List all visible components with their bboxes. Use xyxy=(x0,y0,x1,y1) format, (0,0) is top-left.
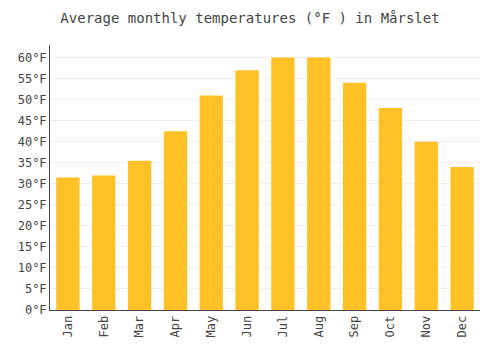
svg-text:15°F: 15°F xyxy=(18,240,47,254)
svg-text:20°F: 20°F xyxy=(18,219,47,233)
svg-text:Jan: Jan xyxy=(61,316,75,338)
svg-text:Jun: Jun xyxy=(240,316,254,338)
svg-text:25°F: 25°F xyxy=(18,198,47,212)
svg-text:50°F: 50°F xyxy=(18,93,47,107)
svg-text:May: May xyxy=(204,316,218,338)
svg-text:Nov: Nov xyxy=(419,316,433,338)
svg-text:Jul: Jul xyxy=(276,316,290,338)
svg-text:55°F: 55°F xyxy=(18,72,47,86)
svg-text:40°F: 40°F xyxy=(18,135,47,149)
svg-text:Mar: Mar xyxy=(132,316,146,338)
svg-text:Feb: Feb xyxy=(97,316,111,338)
svg-text:60°F: 60°F xyxy=(18,51,47,65)
svg-text:Apr: Apr xyxy=(168,316,182,338)
svg-text:45°F: 45°F xyxy=(18,114,47,128)
svg-text:35°F: 35°F xyxy=(18,156,47,170)
svg-text:Dec: Dec xyxy=(455,316,469,338)
svg-text:30°F: 30°F xyxy=(18,177,47,191)
svg-text:Oct: Oct xyxy=(383,316,397,338)
svg-text:Average monthly temperatures (: Average monthly temperatures (°F ) in Må… xyxy=(60,10,439,26)
svg-text:0°F: 0°F xyxy=(25,303,47,317)
svg-text:5°F: 5°F xyxy=(25,282,47,296)
svg-text:Sep: Sep xyxy=(347,316,361,338)
svg-text:Aug: Aug xyxy=(312,316,326,338)
svg-text:10°F: 10°F xyxy=(18,261,47,275)
